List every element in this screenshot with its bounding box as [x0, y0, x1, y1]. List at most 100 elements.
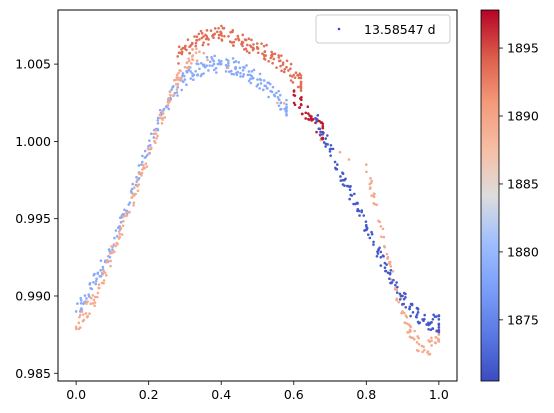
data-point — [285, 105, 288, 109]
data-point — [279, 64, 282, 68]
data-point — [296, 85, 300, 89]
data-point — [91, 302, 95, 305]
data-point — [372, 243, 375, 246]
data-point — [185, 61, 189, 64]
data-point — [423, 313, 426, 317]
data-point — [402, 311, 406, 315]
data-point — [410, 303, 414, 307]
data-point — [226, 66, 230, 70]
data-point — [132, 204, 135, 207]
data-point — [265, 86, 269, 90]
data-point — [202, 64, 206, 68]
data-point — [156, 134, 159, 138]
data-point — [262, 79, 266, 82]
data-point — [205, 55, 209, 59]
data-point — [256, 83, 260, 86]
data-point — [219, 31, 223, 35]
data-point — [379, 256, 383, 259]
data-point — [117, 230, 121, 233]
data-point — [262, 88, 265, 92]
data-point — [220, 24, 223, 28]
data-point — [376, 252, 380, 256]
data-point — [172, 93, 176, 97]
data-point — [247, 79, 251, 83]
data-point — [358, 214, 361, 217]
data-point — [245, 64, 248, 67]
data-point — [437, 330, 441, 334]
data-point — [372, 195, 376, 199]
data-point — [241, 75, 245, 78]
data-point — [322, 141, 326, 144]
colorbar-tick-label: 1890 — [507, 109, 539, 124]
data-point — [232, 44, 235, 47]
data-point — [99, 259, 103, 263]
data-point — [148, 139, 151, 142]
data-point — [350, 194, 354, 197]
data-point — [89, 296, 93, 300]
data-point — [92, 281, 95, 284]
data-point — [304, 111, 308, 115]
data-point — [198, 67, 201, 71]
data-point — [375, 254, 379, 258]
data-point — [198, 50, 201, 54]
data-point — [365, 170, 368, 174]
data-point — [208, 64, 211, 67]
y-tick-label: 0.985 — [15, 366, 51, 381]
data-point — [365, 226, 369, 230]
data-point — [404, 296, 407, 299]
data-point — [83, 294, 87, 297]
data-point — [189, 70, 192, 73]
data-point — [177, 51, 181, 55]
data-point — [287, 69, 290, 72]
data-point — [264, 54, 268, 57]
data-point — [74, 325, 78, 329]
data-point — [409, 329, 412, 333]
x-tick-label: 1.0 — [429, 387, 449, 402]
data-point — [145, 165, 149, 168]
data-point — [366, 233, 370, 236]
data-point — [430, 320, 433, 324]
data-point — [100, 281, 104, 285]
data-point — [161, 112, 165, 115]
data-point — [389, 268, 393, 272]
data-point — [404, 305, 408, 309]
data-point — [247, 37, 251, 41]
data-point — [202, 41, 205, 44]
data-point — [433, 341, 437, 344]
data-point — [213, 68, 216, 72]
data-point — [211, 58, 214, 61]
data-point — [234, 65, 238, 69]
data-point — [143, 166, 146, 170]
data-point — [96, 291, 100, 295]
data-point — [181, 46, 185, 50]
data-point — [365, 163, 368, 166]
data-point — [168, 99, 172, 103]
data-point — [301, 112, 304, 116]
data-point — [435, 329, 438, 333]
data-point — [360, 210, 363, 214]
data-point — [228, 40, 232, 44]
data-point — [256, 78, 259, 81]
data-point — [84, 312, 88, 315]
data-point — [222, 26, 226, 30]
data-point — [229, 69, 233, 73]
data-point — [213, 32, 217, 36]
data-point — [168, 90, 172, 94]
data-point — [123, 208, 126, 212]
data-point — [158, 108, 162, 112]
data-point — [431, 317, 435, 321]
data-point — [299, 76, 303, 80]
data-point — [319, 130, 322, 134]
data-point — [114, 244, 117, 248]
data-point — [285, 98, 288, 102]
data-point — [246, 43, 249, 47]
data-point — [121, 224, 125, 228]
data-point — [173, 91, 177, 95]
plot-frame — [57, 9, 458, 382]
data-point — [220, 59, 223, 63]
data-point — [390, 278, 393, 281]
data-point — [411, 311, 415, 314]
data-point — [155, 137, 158, 140]
data-point — [190, 72, 194, 75]
